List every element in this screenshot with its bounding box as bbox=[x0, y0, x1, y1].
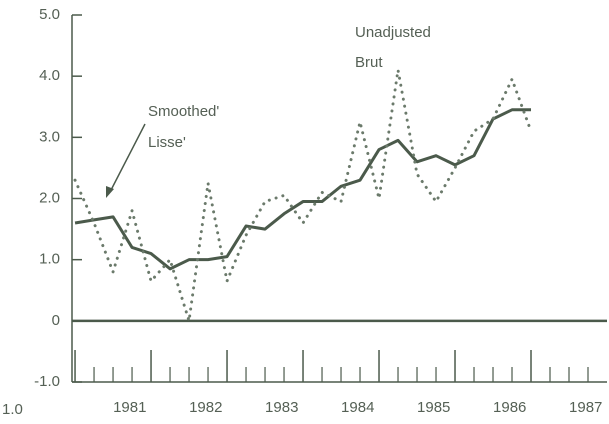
x-tick-label: 1987 bbox=[569, 399, 602, 416]
annotation: Smoothed' bbox=[148, 103, 219, 120]
y-tick-label: 3.0 bbox=[39, 128, 60, 145]
arrow-head bbox=[106, 186, 114, 198]
series-line bbox=[74, 108, 532, 271]
y-tick-label: 5.0 bbox=[39, 6, 60, 23]
annotation: Brut bbox=[355, 54, 383, 71]
y-tick-label: 4.0 bbox=[39, 67, 60, 84]
y-tick-label: 0 bbox=[52, 312, 60, 329]
x-tick-label: 1984 bbox=[341, 399, 374, 416]
x-tick-label: 1985 bbox=[417, 399, 450, 416]
x-tick-label: 1983 bbox=[265, 399, 298, 416]
x-tick-label: 1982 bbox=[189, 399, 222, 416]
annotation: 1.0 bbox=[2, 401, 23, 418]
x-tick-label: 1981 bbox=[113, 399, 146, 416]
arrow bbox=[109, 123, 146, 193]
annotation: Unadjusted bbox=[355, 24, 431, 41]
y-tick-label: 1.0 bbox=[39, 251, 60, 268]
y-tick-label: 2.0 bbox=[39, 189, 60, 206]
y-tick-label: -1.0 bbox=[34, 373, 60, 390]
annotation: Lisse' bbox=[148, 134, 186, 151]
x-tick-label: 1986 bbox=[493, 399, 526, 416]
